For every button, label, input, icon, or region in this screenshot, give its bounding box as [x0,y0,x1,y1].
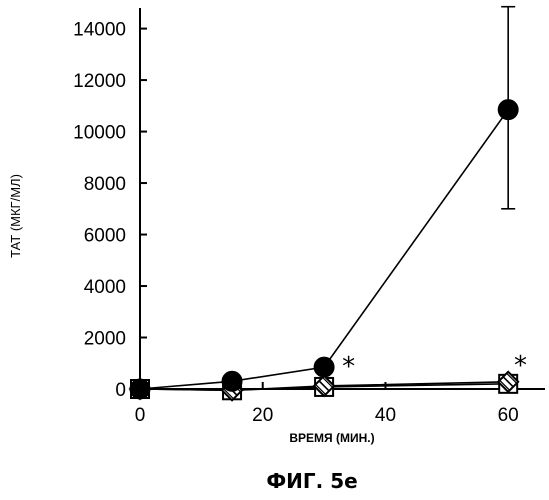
y-tick-label: 4000 [84,277,126,298]
y-axis-title: ТАТ (МКГ/МЛ) [8,174,23,258]
y-tick-label: 8000 [84,174,126,195]
x-tick-label: 0 [135,405,146,426]
data-point-circle [222,371,242,391]
y-tick-label: 14000 [73,20,126,41]
data-point-circle [130,379,150,399]
y-tick-label: 2000 [84,329,126,350]
y-tick-label: 0 [115,380,126,401]
y-tick-label: 6000 [84,226,126,247]
x-tick-label: 40 [375,405,396,426]
y-tick-label: 10000 [73,123,126,144]
x-tick-label: 60 [498,405,519,426]
data-point-circle [314,357,334,377]
data-point-circle [498,100,518,120]
x-tick-label: 20 [252,405,273,426]
y-tick-label: 12000 [73,71,126,92]
figure-caption: ФИГ. 5e [266,469,357,493]
series-layer [130,7,518,401]
x-axis-title: ВРЕМЯ (МИН.) [289,431,374,445]
significance-asterisk: * [514,351,527,381]
series-line [140,110,508,389]
axes [140,8,545,391]
significance-asterisk: * [342,352,355,382]
